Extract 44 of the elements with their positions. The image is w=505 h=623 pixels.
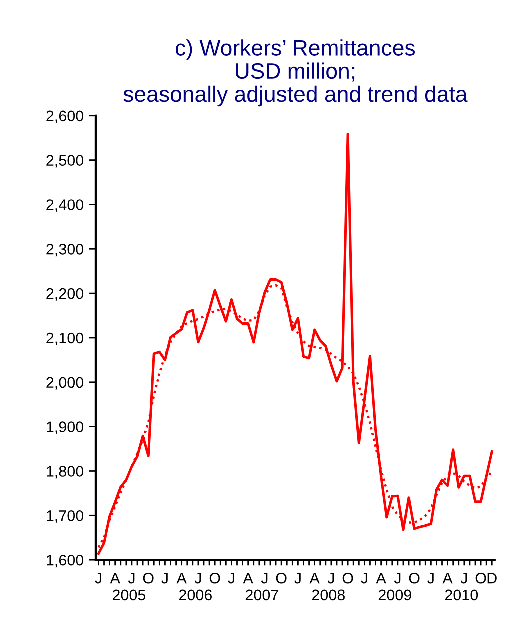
x-tick-label: J: [261, 573, 268, 584]
x-tick-label: O: [276, 572, 287, 584]
x-tick-label: J: [394, 573, 401, 584]
x-tick-label: J: [460, 573, 468, 584]
y-tick-label: 1,900: [47, 422, 84, 434]
x-tick-label: D: [488, 573, 497, 584]
x-tick-label: A: [243, 573, 254, 584]
y-tick-label: 1,700: [47, 510, 84, 524]
text: 2010: [445, 590, 478, 601]
y-tick-label: 2,000: [46, 377, 84, 390]
x-tick-label: A: [110, 573, 120, 584]
x-tick-label: J: [328, 573, 334, 584]
x-tick-label: J: [162, 573, 168, 584]
x-tick-label: J: [128, 573, 135, 584]
text: 2007: [246, 590, 278, 601]
text: 2005: [112, 590, 146, 601]
y-tick-label: 1,800: [47, 466, 84, 479]
line-series: [97, 132, 494, 556]
x-tick-label: O: [143, 572, 154, 584]
text: 2008: [312, 590, 345, 601]
x-tick-label: J: [95, 573, 102, 584]
x-tick-label: J: [428, 573, 434, 584]
y-tick-label: 1,600: [47, 554, 84, 568]
x-tick-label: A: [176, 573, 187, 584]
x-tick-label: O: [409, 572, 420, 584]
x-tick-label: J: [361, 573, 368, 584]
x-tick-label: A: [442, 573, 453, 584]
chart-title: c) Workers’ Remittances USD million; seasonally adjusted and trend data: [124, 40, 468, 107]
text: 2006: [179, 590, 212, 601]
x-tick-label: J: [294, 573, 301, 584]
y-tick-label: 2,500: [46, 155, 84, 168]
y-tick-label: 2,100: [46, 332, 84, 346]
x-tick-label: J: [228, 573, 234, 584]
text: 2009: [378, 590, 412, 601]
x-tick-label: O: [476, 572, 486, 584]
x-tick-label: A: [310, 573, 320, 584]
x-tick-label: O: [342, 572, 354, 584]
y-tick-label: 2,600: [46, 110, 84, 124]
y-tick-label: 2,300: [46, 244, 84, 257]
x-tick-label: J: [194, 573, 202, 584]
x-tick-label: O: [210, 572, 220, 584]
x-tick-label: A: [376, 573, 386, 584]
y-tick-label: 2,200: [46, 288, 84, 302]
y-tick-label: 2,400: [46, 200, 84, 212]
